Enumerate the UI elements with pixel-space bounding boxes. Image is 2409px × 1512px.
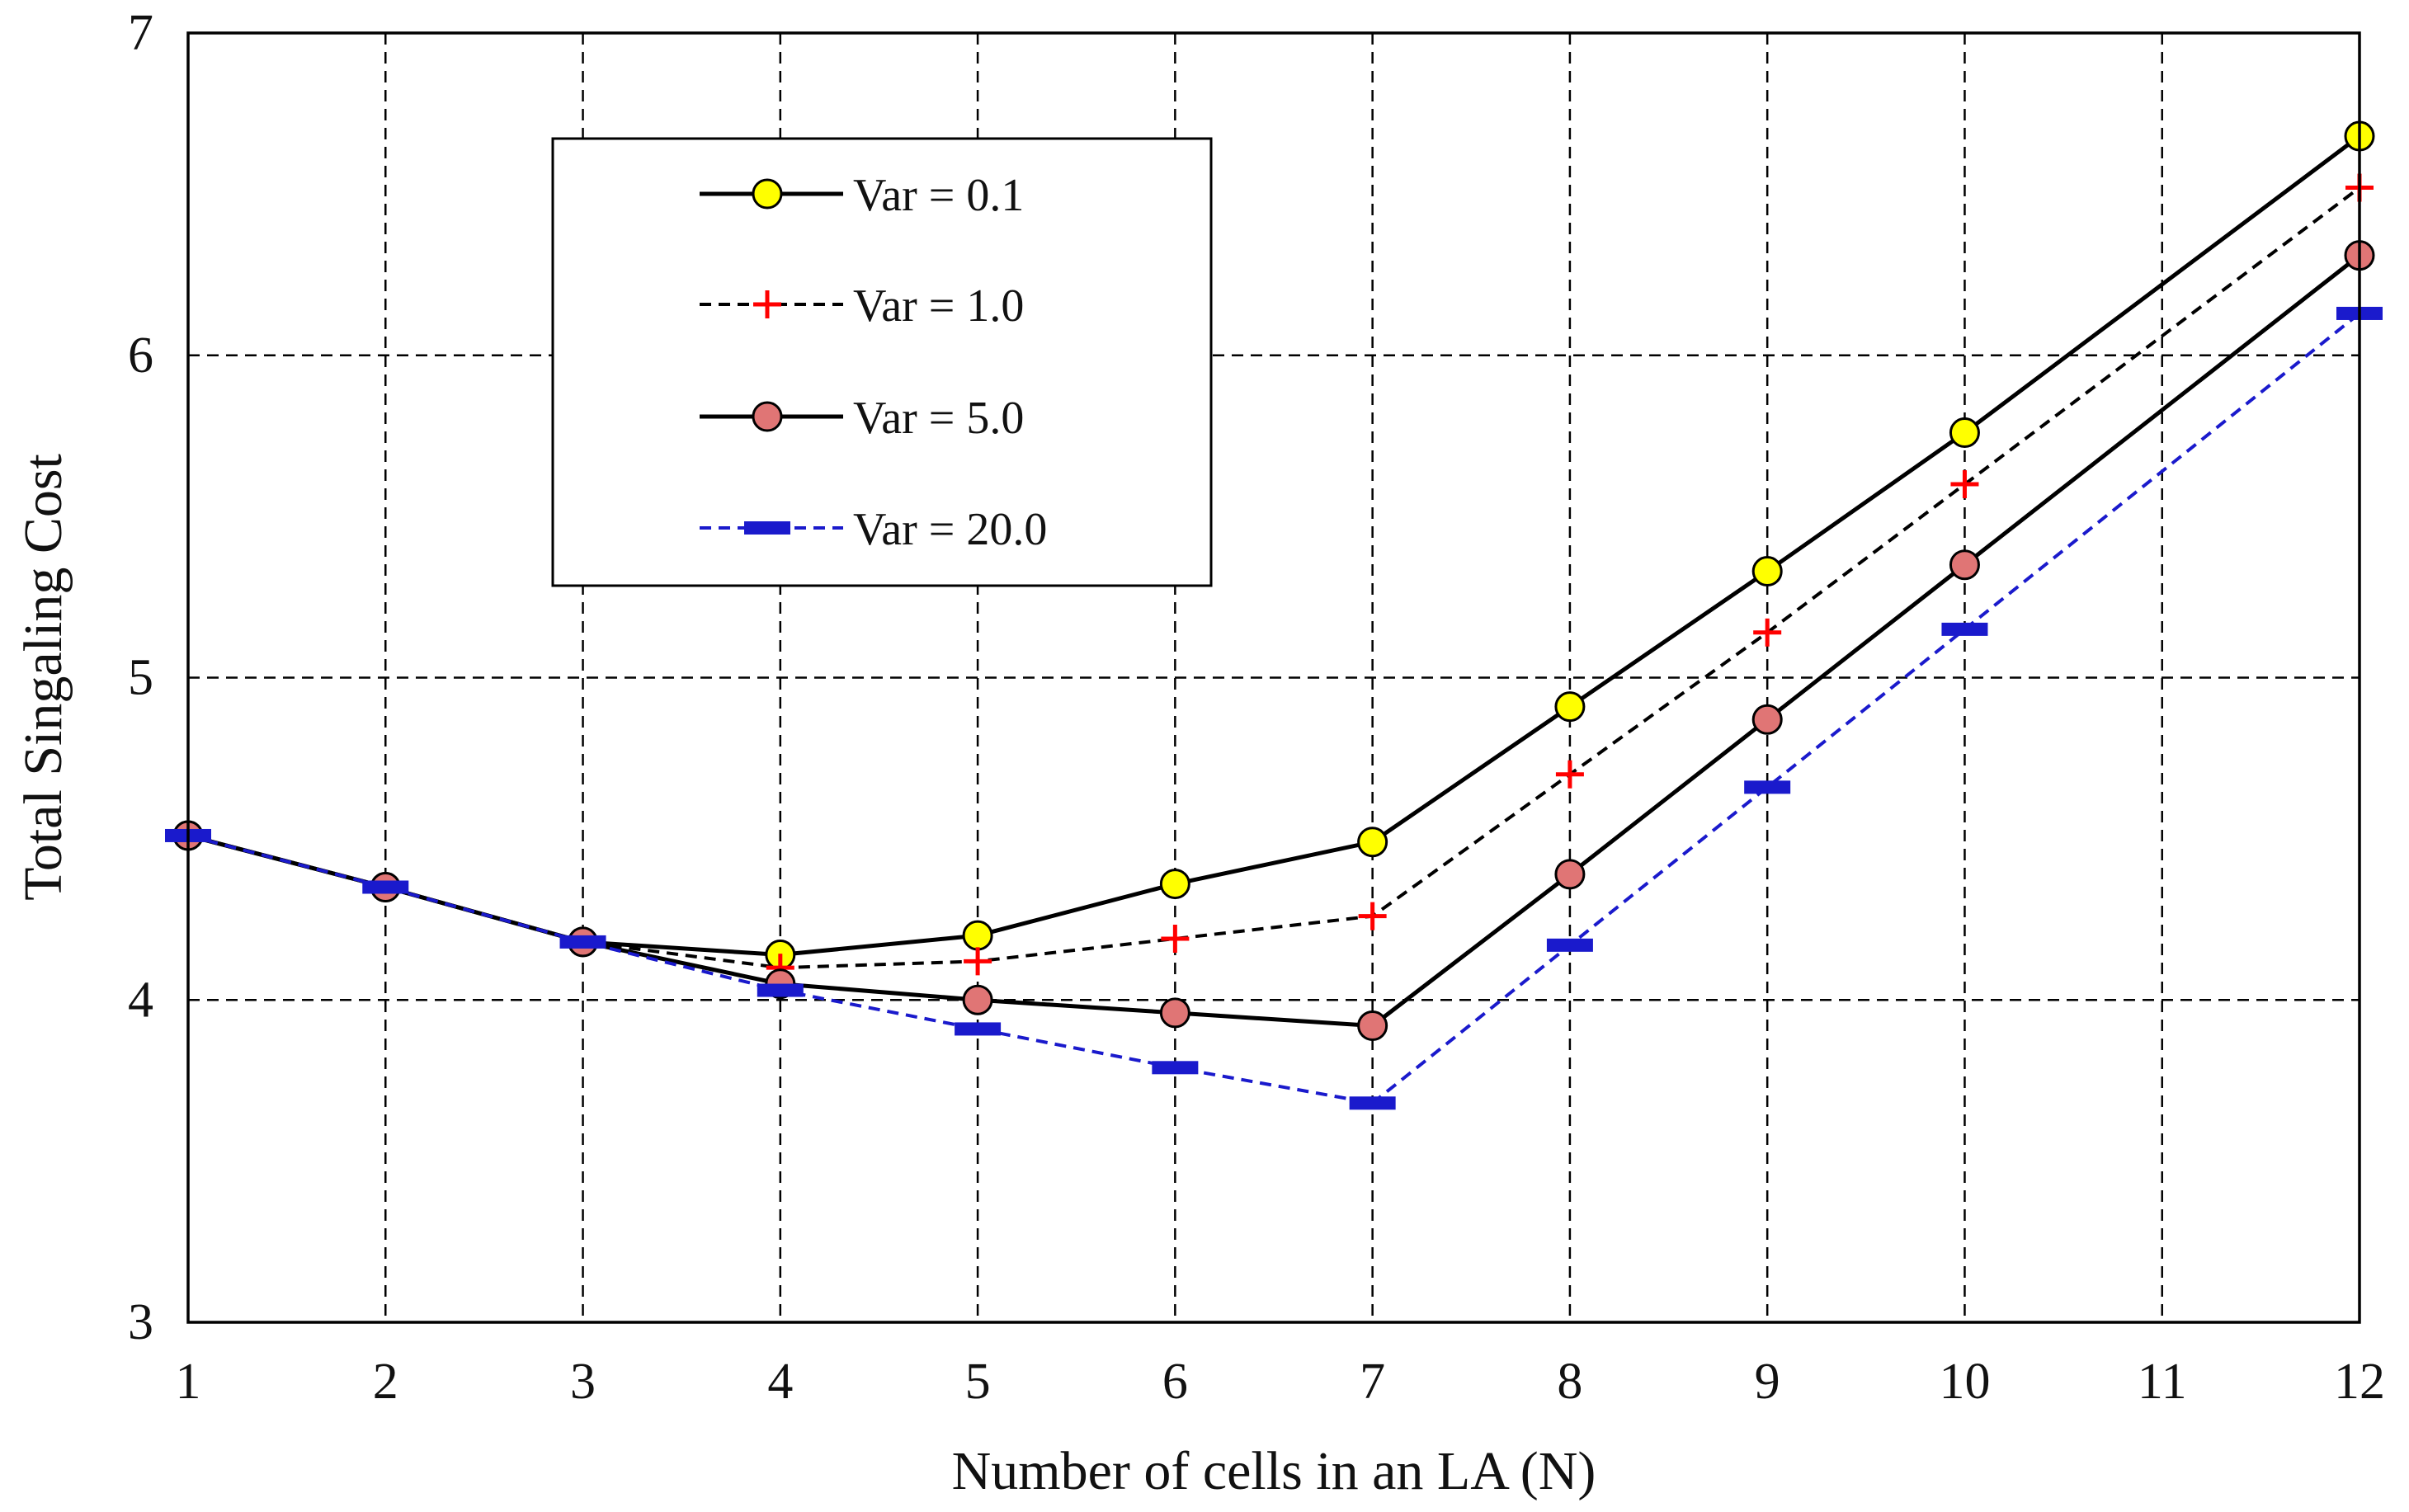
plot-area-frame bbox=[186, 31, 2361, 1324]
x-tick-label: 11 bbox=[2138, 1354, 2187, 1410]
data-point bbox=[1349, 1096, 1396, 1110]
data-point bbox=[1161, 925, 1190, 954]
data-point bbox=[964, 947, 992, 976]
data-point bbox=[1358, 902, 1387, 930]
x-tick-label: 5 bbox=[965, 1354, 991, 1410]
data-point bbox=[757, 983, 804, 997]
legend-label: Var = 5.0 bbox=[853, 393, 1024, 444]
data-point bbox=[1159, 869, 1190, 900]
x-tick-label: 7 bbox=[1360, 1354, 1385, 1410]
legend-marker bbox=[752, 178, 783, 210]
data-point bbox=[1152, 1061, 1199, 1075]
data-point bbox=[1159, 997, 1190, 1029]
legend-box bbox=[551, 137, 1213, 587]
data-point bbox=[1949, 417, 1980, 449]
data-point bbox=[1753, 618, 1782, 647]
data-point bbox=[1744, 780, 1791, 794]
x-axis-title: Number of cells in an LA (N) bbox=[952, 1441, 1596, 1501]
y-tick-label: 3 bbox=[128, 1294, 153, 1350]
legend-item: Var = 20.0 bbox=[700, 504, 1047, 555]
data-point bbox=[559, 935, 606, 949]
x-tick-label: 10 bbox=[1939, 1354, 1990, 1410]
data-point bbox=[1554, 859, 1586, 890]
x-tick-label: 2 bbox=[373, 1354, 398, 1410]
x-tick-label: 1 bbox=[176, 1354, 201, 1410]
series-markers-3 bbox=[172, 240, 2375, 1042]
legend-label: Var = 1.0 bbox=[853, 280, 1024, 332]
legend-marker bbox=[753, 290, 781, 318]
data-point bbox=[1554, 691, 1586, 723]
y-tick-label: 7 bbox=[128, 5, 153, 61]
legend-marker bbox=[752, 401, 783, 432]
x-tick-label: 12 bbox=[2334, 1354, 2385, 1410]
y-tick-label: 6 bbox=[128, 327, 153, 384]
data-point bbox=[1751, 556, 1783, 587]
data-point bbox=[962, 984, 993, 1015]
y-tick-label: 5 bbox=[128, 650, 153, 706]
legend-label: Var = 0.1 bbox=[853, 170, 1024, 221]
legend-item: Var = 0.1 bbox=[700, 170, 1024, 221]
y-axis-title: Total Singaling Cost bbox=[13, 454, 73, 901]
data-point bbox=[1941, 622, 1988, 636]
x-tick-label: 9 bbox=[1755, 1354, 1780, 1410]
data-point bbox=[1357, 1010, 1388, 1042]
legend-item: Var = 5.0 bbox=[700, 393, 1024, 444]
series-line-2 bbox=[187, 186, 2361, 970]
data-point bbox=[1751, 704, 1783, 735]
data-point bbox=[1950, 470, 1979, 499]
data-point bbox=[1357, 827, 1388, 858]
legend-label: Var = 20.0 bbox=[853, 504, 1047, 555]
y-tick-label: 4 bbox=[128, 972, 153, 1028]
data-point bbox=[362, 880, 409, 894]
x-tick-label: 6 bbox=[1162, 1354, 1188, 1410]
data-point bbox=[1949, 549, 1980, 581]
legend-item: Var = 1.0 bbox=[700, 280, 1024, 332]
legend: Var = 0.1 Var = 1.0 Var = 5.0 Var = 20.0 bbox=[551, 137, 1213, 587]
x-tick-label: 8 bbox=[1557, 1354, 1582, 1410]
data-point bbox=[1555, 760, 1584, 789]
x-tick-label: 4 bbox=[767, 1354, 793, 1410]
x-tick-label: 3 bbox=[570, 1354, 596, 1410]
legend-marker bbox=[744, 521, 790, 535]
data-point bbox=[962, 920, 993, 951]
data-point bbox=[955, 1022, 1002, 1036]
data-point bbox=[1546, 938, 1593, 952]
